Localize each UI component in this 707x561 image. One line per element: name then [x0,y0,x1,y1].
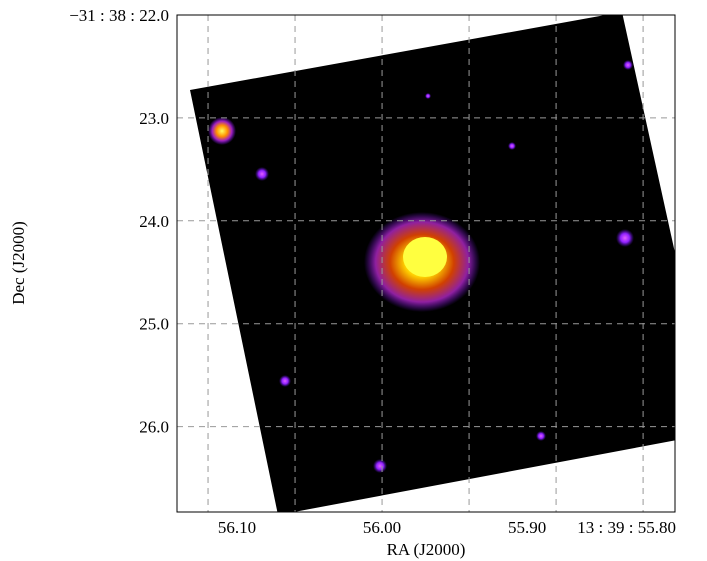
source [623,60,633,70]
y-tick-label: −31 : 38 : 22.0 [69,6,169,25]
source [279,375,291,387]
source [255,167,269,181]
source [373,459,387,473]
source [508,142,516,150]
x-tick-label: 56.10 [218,518,256,537]
source [425,93,431,99]
x-tick-label: 56.00 [363,518,401,537]
source [536,431,546,441]
image [190,15,675,512]
x-axis-label: RA (J2000) [387,540,466,559]
y-tick-label: 26.0 [139,418,169,437]
y-tick-label: 25.0 [139,315,169,334]
x-tick-label: 55.90 [508,518,546,537]
x-tick-label: 13 : 39 : 55.80 [577,518,676,537]
grid [177,15,675,512]
y-axis-label: Dec (J2000) [9,221,28,305]
y-tick-label: 24.0 [139,212,169,231]
y-tick-label: 23.0 [139,109,169,128]
source-core [403,237,447,277]
source [208,117,236,145]
frame [176,14,676,513]
source [616,229,634,247]
